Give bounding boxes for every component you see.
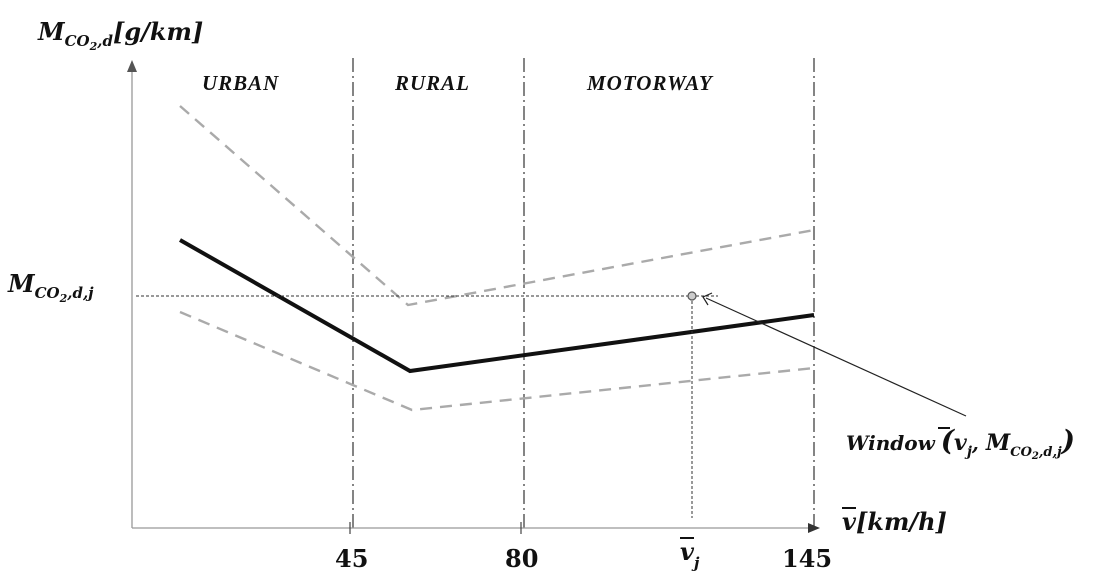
region-label-motorway: MOTORWAY [586,71,714,95]
window-annotation-word: Window [846,431,936,455]
y-axis-subscript-num: 2 [89,40,98,53]
window-annotation-open-paren: ( [941,424,956,457]
y-axis-unit: [g/km] [113,17,203,46]
x-value-symbol: v [680,537,695,566]
y-axis-arrowhead [127,60,137,72]
x-value-subscript: j [691,554,700,572]
region-label-rural: RURAL [394,71,470,95]
y-axis-subscript-rest: ,d [96,32,113,50]
x-value-label: vj [680,537,700,572]
y-value-symbol: M [7,269,36,298]
window-annotation: Window (vj, MCO2,d,j) [846,424,1075,462]
y-axis-subscript: CO [65,32,90,50]
svg-text:Window(vj, MCO2,d,j): Window (vj, MCO2,d,j) [846,424,1075,462]
y-value-subscript-rest: ,d,j [66,284,94,302]
window-annotation-close-paren: ) [1060,424,1075,457]
x-axis-arrowhead [808,523,820,533]
tick-label-45: 45 [335,544,368,573]
x-axis-symbol: v [842,507,857,536]
window-annotation-m-sub: CO [1010,445,1032,460]
upper-bound-curve [179,105,815,307]
window-annotation-m-sub-num: 2 [1031,451,1039,462]
co2-characteristic-curve [179,238,815,374]
x-axis-unit: [km/h] [856,507,947,536]
window-annotation-v: v [954,430,967,456]
window-point-marker [687,291,697,301]
y-axis-symbol: M [37,17,66,46]
window-annotation-v-sub: j [964,444,972,460]
y-value-label: MCO2,d,j [7,269,94,305]
x-axis-label: v[km/h] [842,507,947,536]
region-label-urban: URBAN [202,71,279,95]
y-value-subscript-num: 2 [59,292,68,305]
window-annotation-m-sub-rest: ,d,j [1038,445,1062,460]
tick-label-80: 80 [505,544,538,573]
svg-text:vj: vj [680,537,700,572]
window-annotation-m: M [985,430,1011,456]
window-annotation-sep: , [971,431,986,455]
y-value-subscript: CO [35,284,60,302]
tick-label-145: 145 [782,544,832,573]
annotation-pointer-arrowhead [702,292,713,306]
y-axis-label: MCO2,d[g/km] [37,17,203,53]
annotation-pointer-line [705,297,967,417]
svg-text:v[km/h]: v[km/h] [842,507,947,536]
lower-bound-curve [179,310,815,412]
